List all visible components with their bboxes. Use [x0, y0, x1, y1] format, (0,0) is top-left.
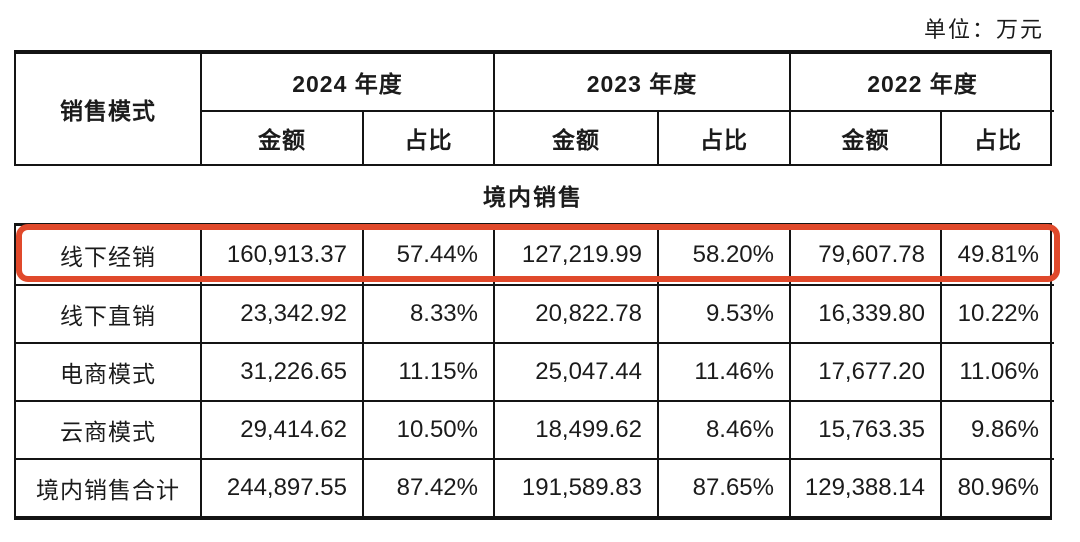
cell-2023-amount: 127,219.99 [493, 226, 657, 284]
row-label-offline-distribution: 线下经销 [60, 245, 156, 270]
cell-2022-amount: 129,388.14 [789, 458, 940, 516]
row-label-cloud-commerce: 云商模式 [16, 400, 200, 458]
cell-2022-amount: 15,763.35 [789, 400, 940, 458]
sub-header-amount-2023: 金额 [493, 112, 657, 164]
cell-2024-amount: 31,226.65 [200, 342, 362, 400]
sub-header-ratio-2023: 占比 [657, 112, 789, 164]
sub-header-amount-2022: 金额 [789, 112, 940, 164]
sub-header-ratio-2024: 占比 [362, 112, 493, 164]
mode-column-header: 销售模式 [60, 99, 156, 124]
row-label-domestic-subtotal: 境内销售合计 [16, 458, 200, 516]
cell-2022-ratio: 80.96% [940, 458, 1054, 516]
year-header-2022: 2022 年度 [789, 54, 1054, 112]
cell-2023-ratio: 11.46% [657, 342, 789, 400]
cell-2023-amount: 18,499.62 [493, 400, 657, 458]
cell-2024-amount: 244,897.55 [200, 458, 362, 516]
cell-2023-ratio: 58.20% [657, 226, 789, 284]
cell-2022-amount: 17,677.20 [789, 342, 940, 400]
cell-2024-ratio: 8.33% [362, 284, 493, 342]
cell-2022-ratio: 10.22% [940, 284, 1054, 342]
cell-2023-ratio: 87.65% [657, 458, 789, 516]
cell-2024-amount: 23,342.92 [200, 284, 362, 342]
row-label-offline-direct: 线下直销 [16, 284, 200, 342]
sub-header-ratio-2022: 占比 [940, 112, 1054, 164]
cell-2022-ratio: 49.81% [940, 226, 1054, 284]
unit-label: 单位：万元 [923, 17, 1044, 42]
cell-2023-amount: 191,589.83 [493, 458, 657, 516]
cell-2022-ratio: 11.06% [940, 342, 1054, 400]
cell-2022-ratio: 9.86% [940, 400, 1054, 458]
sub-header-amount-2024: 金额 [200, 112, 362, 164]
year-header-2024: 2024 年度 [200, 54, 493, 112]
cell-2023-amount: 25,047.44 [493, 342, 657, 400]
cell-2024-ratio: 57.44% [362, 226, 493, 284]
cell-2024-amount: 29,414.62 [200, 400, 362, 458]
table-header: 销售模式 2024 年度 2023 年度 2022 年度 金额 占比 金额 占比… [14, 50, 1054, 166]
section-title-domestic-sales: 境内销售 [483, 184, 583, 210]
cell-2024-ratio: 10.50% [362, 400, 493, 458]
table-body: 线下经销 160,913.37 57.44% 127,219.99 58.20%… [14, 223, 1054, 520]
cell-2022-amount: 79,607.78 [789, 226, 940, 284]
row-label-ecommerce: 电商模式 [16, 342, 200, 400]
cell-2023-ratio: 8.46% [657, 400, 789, 458]
cell-2023-ratio: 9.53% [657, 284, 789, 342]
year-header-2023: 2023 年度 [493, 54, 789, 112]
cell-2024-amount: 160,913.37 [200, 226, 362, 284]
cell-2022-amount: 16,339.80 [789, 284, 940, 342]
cell-2024-ratio: 11.15% [362, 342, 493, 400]
sales-mode-table: 销售模式 2024 年度 2023 年度 2022 年度 金额 占比 金额 占比… [14, 50, 1054, 520]
cell-2023-amount: 20,822.78 [493, 284, 657, 342]
cell-2024-ratio: 87.42% [362, 458, 493, 516]
